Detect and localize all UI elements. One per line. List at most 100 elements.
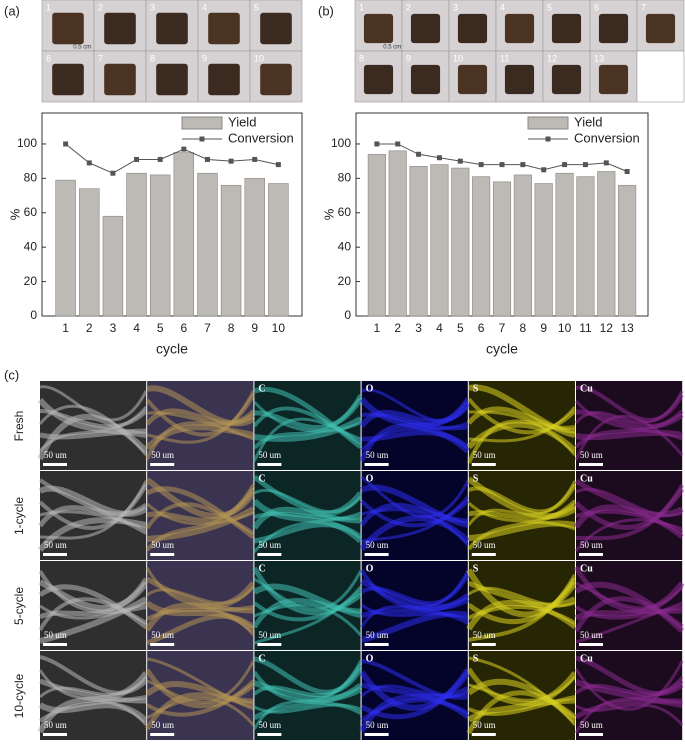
- fiber: [573, 596, 684, 633]
- element-label: C: [258, 563, 265, 574]
- legend-marker: [199, 136, 205, 142]
- bar: [367, 153, 386, 317]
- sample-photo: [52, 12, 84, 45]
- sample-photo: [598, 13, 629, 44]
- element-label: C: [258, 383, 265, 394]
- legend-marker: [545, 136, 551, 142]
- scale-bar: [579, 553, 603, 556]
- bar: [576, 176, 595, 317]
- bar: [513, 174, 532, 317]
- fiber: [359, 502, 468, 527]
- fiber: [253, 417, 362, 462]
- fiber: [253, 511, 362, 553]
- y-tick-label: 100: [17, 136, 37, 150]
- scale-bar-label: 50 um: [473, 450, 496, 460]
- x-tick-label: 6: [478, 321, 485, 335]
- scale-bar-label: 50 um: [258, 720, 281, 730]
- sample-photo: [457, 64, 488, 95]
- fiber: [145, 502, 255, 535]
- fiber: [38, 597, 148, 632]
- fiber: [575, 601, 683, 644]
- photo-number: 10: [453, 53, 463, 63]
- scale-bar: [257, 463, 282, 466]
- fiber: [254, 416, 363, 442]
- overlay-tint: [147, 651, 254, 740]
- panel-label: (c): [4, 367, 19, 382]
- bar: [409, 166, 428, 317]
- x-tick-label: 5: [457, 321, 464, 335]
- element-label: C: [258, 653, 265, 664]
- scale-bar: [471, 733, 496, 736]
- element-label: Cu: [580, 473, 593, 484]
- bar: [197, 172, 218, 317]
- photo-number: 6: [594, 2, 599, 12]
- bar: [102, 215, 124, 317]
- photo-number: 6: [46, 53, 51, 63]
- row-label: 1-cycle: [12, 497, 26, 535]
- line-marker: [499, 162, 505, 168]
- legend-label: Conversion: [228, 130, 294, 145]
- scale-bar: [150, 733, 175, 736]
- x-axis-label: cycle: [156, 341, 188, 357]
- fiber: [253, 586, 362, 645]
- fiber: [146, 679, 255, 717]
- x-tick-label: 2: [86, 321, 93, 335]
- legend-label: Conversion: [574, 130, 640, 145]
- legend-swatch: [181, 116, 223, 130]
- scale-bar-label: 50 um: [258, 630, 281, 640]
- y-axis-label: %: [321, 208, 336, 220]
- scale-bar-label: 50 um: [580, 630, 603, 640]
- bar: [618, 184, 637, 317]
- x-tick-label: 13: [620, 321, 634, 335]
- x-tick-label: 1: [62, 321, 69, 335]
- bar: [534, 183, 553, 317]
- x-tick-label: 7: [499, 321, 506, 335]
- x-tick-label: 9: [540, 321, 547, 335]
- fiber: [37, 517, 147, 552]
- photo-number: 7: [641, 2, 646, 12]
- line-marker: [436, 155, 442, 161]
- x-tick-label: 10: [272, 321, 286, 335]
- bar: [220, 184, 242, 317]
- x-tick-label: 10: [558, 321, 572, 335]
- overlay-tint: [147, 561, 254, 650]
- scale-bar-label: 50 um: [580, 450, 603, 460]
- scale-bar: [43, 553, 67, 556]
- line-marker: [374, 141, 380, 147]
- line-marker: [541, 167, 547, 173]
- scale-bar-label: 50 um: [580, 720, 603, 730]
- bar: [388, 150, 407, 317]
- scale-bar: [579, 643, 603, 646]
- bar: [79, 188, 100, 317]
- sample-photo: [551, 64, 582, 95]
- x-tick-label: 5: [157, 321, 164, 335]
- scale-bar-label: 50 um: [151, 540, 174, 550]
- x-tick-label: 3: [110, 321, 117, 335]
- sample-photo: [52, 63, 84, 96]
- scale-bar-label: 50 um: [366, 540, 389, 550]
- photo-number: 2: [406, 2, 411, 12]
- fiber: [468, 574, 577, 642]
- element-label: O: [366, 473, 374, 484]
- scale-bar: [471, 643, 496, 646]
- x-tick-label: 8: [520, 321, 527, 335]
- scale-bar: [471, 463, 496, 466]
- panel-label: (a): [4, 3, 20, 18]
- legend-label: Yield: [574, 114, 602, 129]
- photo-number: 11: [500, 53, 509, 63]
- conversion-line: [65, 143, 279, 174]
- scale-bar-label: 50 um: [366, 630, 389, 640]
- sample-photo: [410, 13, 441, 44]
- fiber: [39, 385, 148, 422]
- sample-photo: [260, 12, 292, 45]
- scale-bar: [257, 643, 282, 646]
- row-label: Fresh: [12, 411, 26, 442]
- element-label: S: [473, 653, 479, 664]
- sample-photo: [363, 64, 394, 95]
- photo-cell: [636, 50, 685, 103]
- line-marker: [110, 170, 116, 176]
- y-tick-label: 20: [24, 274, 38, 288]
- fiber: [574, 518, 683, 552]
- fiber: [573, 504, 684, 529]
- line-marker: [86, 160, 92, 166]
